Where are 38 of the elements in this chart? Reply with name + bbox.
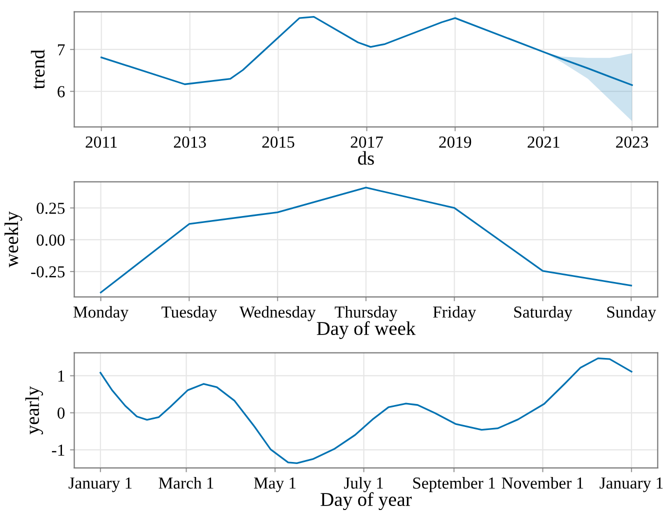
line-series [100, 16, 633, 86]
y-axis-title: trend [30, 50, 45, 90]
x-tick-label: 2023 [616, 136, 648, 148]
line-series [100, 186, 632, 294]
y-tick-label: 6 [58, 86, 65, 98]
x-tick-label: Friday [433, 306, 476, 322]
x-axis-title: ds [358, 151, 374, 165]
x-tick-label: Saturday [514, 306, 572, 322]
y-tick-label: 0.00 [36, 234, 65, 246]
x-tick-label: 2015 [262, 136, 294, 148]
y-axis-title: weekly [4, 211, 22, 268]
x-tick-label: 2017 [350, 136, 383, 148]
x-tick-label: March 1 [158, 476, 214, 489]
x-tick-label: Monday [73, 306, 128, 322]
x-tick-label: 2021 [528, 136, 560, 148]
x-tick-label: September 1 [413, 476, 495, 492]
x-tick-label: May 1 [254, 478, 296, 492]
x-tick-label: January 1 [68, 478, 132, 492]
y-tick-label: 0 [58, 407, 65, 419]
x-tick-label: November 1 [502, 476, 584, 489]
x-tick-label: Tuesday [162, 306, 218, 322]
y-tick-label: 7 [58, 44, 65, 56]
x-tick-label: 2013 [174, 136, 206, 148]
y-axis-title: yearly [25, 386, 44, 434]
x-tick-label: July 1 [344, 476, 383, 492]
line-series [100, 357, 632, 464]
y-tick-label: -0.25 [31, 266, 65, 278]
y-tick-label: -1 [52, 444, 64, 456]
x-tick-label: Thursday [334, 306, 398, 322]
x-tick-label: January 1 [600, 478, 663, 492]
y-tick-label: 0.25 [36, 202, 65, 214]
x-axis-title: Day of week [316, 321, 416, 340]
y-tick-label: 1 [58, 370, 64, 382]
x-tick-label: Sunday [607, 306, 656, 322]
x-tick-label: 2019 [439, 136, 472, 148]
x-tick-label: Wednesday [239, 306, 316, 322]
x-tick-label: 2011 [86, 136, 117, 148]
x-axis-title: Day of year [320, 492, 412, 510]
